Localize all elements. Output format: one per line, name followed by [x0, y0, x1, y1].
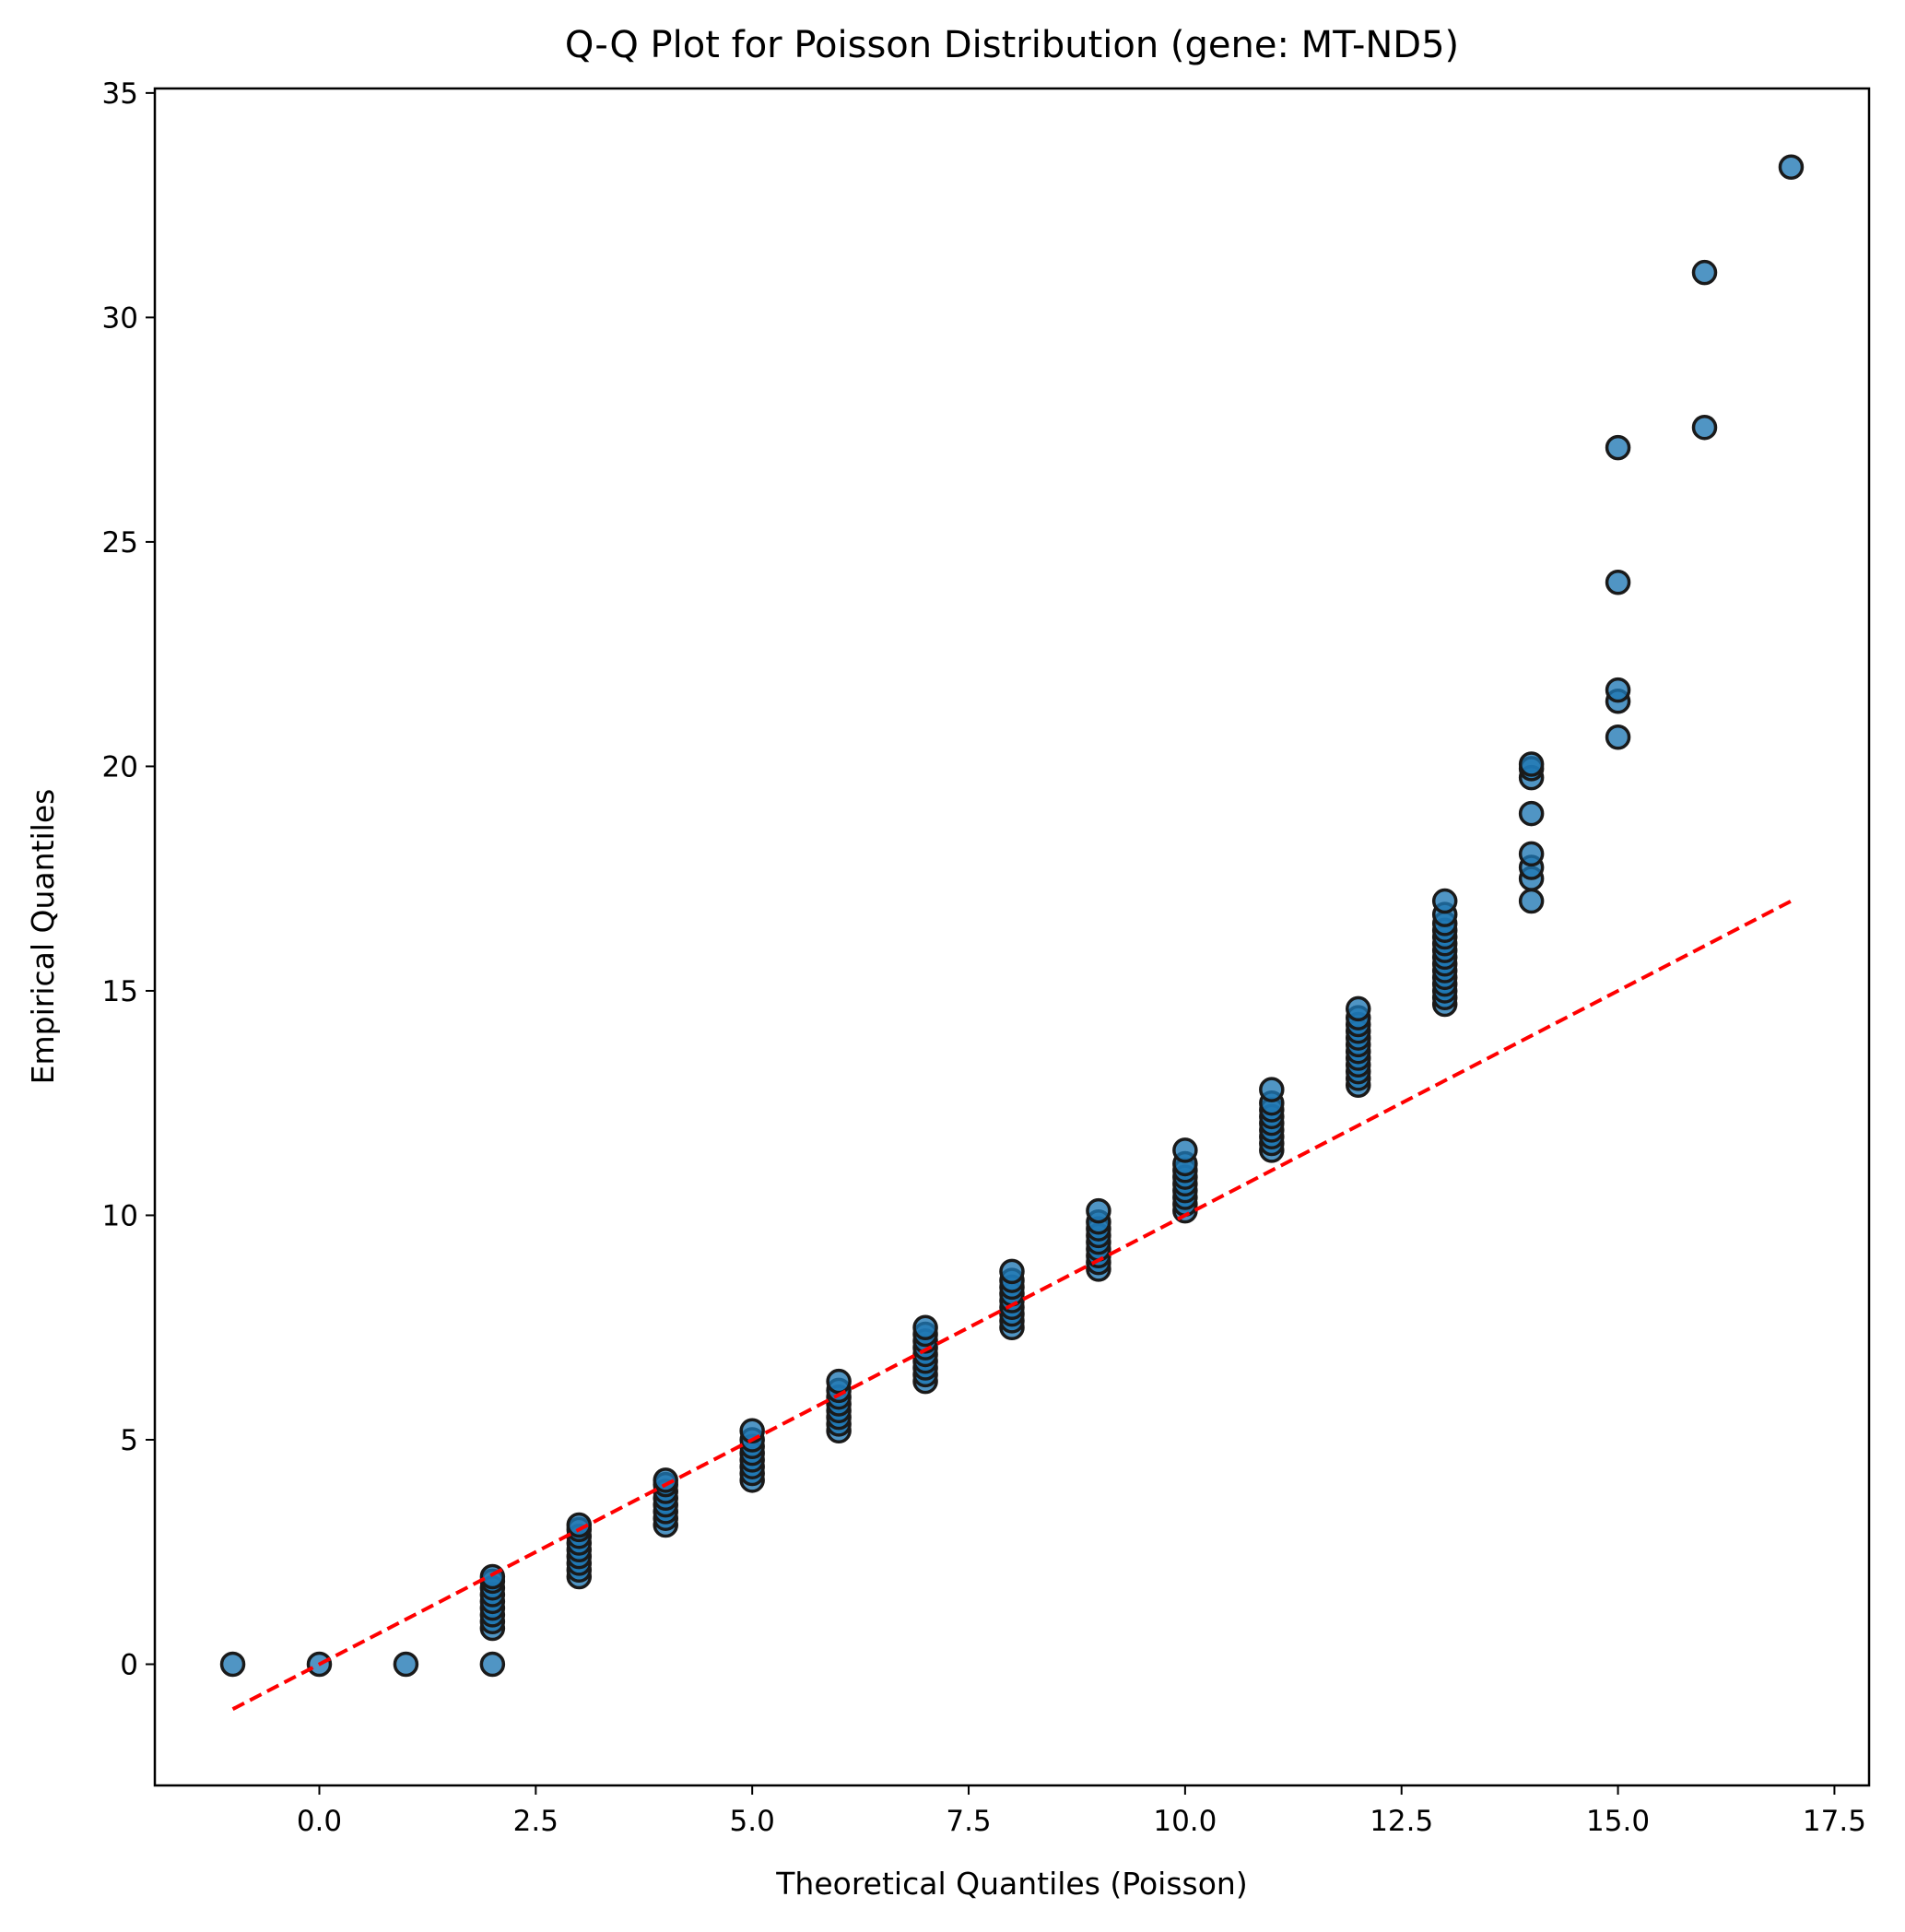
data-point [1605, 677, 1631, 703]
data-point [1691, 414, 1718, 441]
data-point [1518, 841, 1545, 867]
data-point [1518, 800, 1545, 827]
x-axis-label: Theoretical Quantiles (Poisson) [775, 1866, 1247, 1902]
chart-title: Q-Q Plot for Poisson Distribution (gene:… [565, 24, 1459, 66]
x-axis: 0.0 2.5 5.0 7.5 10.0 12.5 15.0 17.5 [297, 1785, 1866, 1838]
data-point [1778, 154, 1805, 180]
y-tick-label: 5 [120, 1424, 138, 1457]
data-point [1346, 995, 1371, 1022]
x-tick-label: 0.0 [297, 1805, 342, 1838]
y-tick-label: 35 [102, 77, 138, 111]
data-point [653, 1467, 678, 1493]
data-point [1172, 1137, 1198, 1163]
data-point [479, 1651, 506, 1678]
reference-line [231, 899, 1793, 1711]
x-tick-label: 15.0 [1586, 1805, 1650, 1838]
x-tick-label: 17.5 [1803, 1805, 1866, 1838]
y-tick-label: 0 [120, 1649, 138, 1682]
x-tick-label: 5.0 [730, 1805, 775, 1838]
data-point [1431, 888, 1458, 914]
plot-area [219, 154, 1805, 1711]
data-point [1605, 724, 1631, 750]
data-point [1691, 259, 1718, 286]
y-tick-label: 25 [102, 526, 138, 560]
data-point [912, 1314, 938, 1340]
data-point [1605, 434, 1631, 461]
data-point [219, 1651, 246, 1678]
y-tick-label: 30 [102, 301, 138, 335]
data-point [826, 1368, 852, 1395]
y-tick-label: 20 [102, 750, 138, 783]
x-tick-label: 7.5 [946, 1805, 991, 1838]
data-point [566, 1512, 593, 1538]
plot-frame [153, 87, 1871, 1787]
data-point [1259, 1077, 1285, 1102]
data-point [999, 1258, 1025, 1285]
x-tick-label: 2.5 [513, 1805, 559, 1838]
y-tick-label: 15 [102, 975, 138, 1008]
data-point [1518, 888, 1545, 914]
y-axis-label: Empirical Quantiles [25, 789, 61, 1085]
data-point [393, 1651, 419, 1678]
y-tick-label: 10 [102, 1199, 138, 1232]
x-tick-label: 12.5 [1370, 1805, 1433, 1838]
y-axis: 0 5 10 15 20 25 30 35 [102, 77, 155, 1682]
x-tick-label: 10.0 [1153, 1805, 1217, 1838]
data-point [1605, 569, 1631, 595]
data-point [1086, 1197, 1111, 1224]
data-point [1518, 751, 1545, 777]
